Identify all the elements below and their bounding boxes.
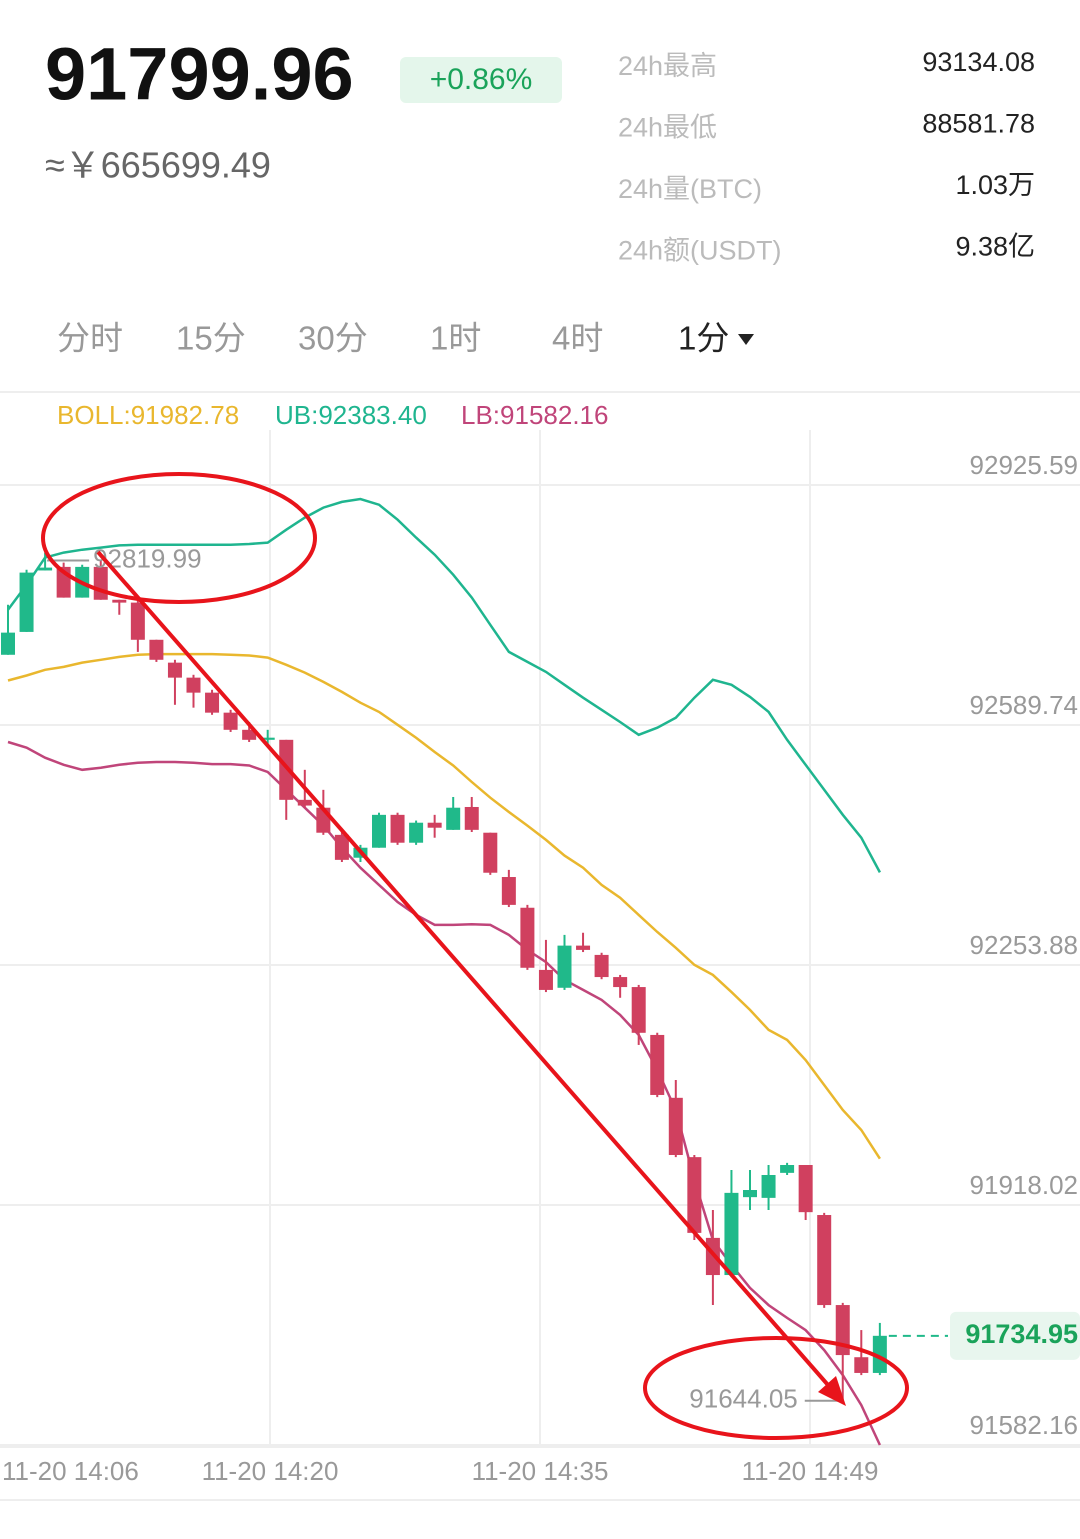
chart: BOLL:91982.78 UB:92383.40 LB:91582.16 92925… <box>0 400 1080 1486</box>
stat-value: 88581.78 <box>922 109 1035 139</box>
candle-body <box>334 834 349 860</box>
candle-body <box>668 1097 683 1155</box>
candle-body <box>38 567 53 571</box>
high-label: 92819.99 <box>93 543 201 573</box>
candle-body <box>576 945 591 950</box>
candle-body <box>372 814 386 848</box>
candle-body <box>112 599 127 603</box>
candle-body <box>631 987 646 1033</box>
cny-price: ≈￥665699.49 <box>45 145 271 186</box>
tab[interactable]: 4时 <box>552 320 603 357</box>
dropdown-icon[interactable] <box>738 334 754 345</box>
stat-label: 24h最低 <box>618 113 717 143</box>
stat-value: 1.03万 <box>955 170 1035 200</box>
legend-entry: BOLL:91982.78 <box>57 400 239 430</box>
tabs: 分时 15分 30分 1时 4时 1分 <box>57 320 729 357</box>
tab[interactable]: 1时 <box>430 320 481 357</box>
y-tick-label: 91582.16 <box>970 1410 1078 1440</box>
candle-body <box>446 807 461 830</box>
tab[interactable]: 分时 <box>57 320 123 357</box>
candle-body <box>594 954 609 978</box>
candle-body <box>167 662 182 678</box>
candle-body <box>205 692 220 713</box>
candle-body <box>427 822 442 828</box>
highlight-circle <box>41 472 317 604</box>
candle-body <box>780 1164 795 1173</box>
candle-body <box>483 832 498 873</box>
candle-body <box>260 737 275 740</box>
change-badge <box>400 57 562 103</box>
candle-body <box>557 945 572 988</box>
band-line <box>6 497 882 873</box>
candle-body <box>872 1335 887 1373</box>
last-price-label: 91734.95 <box>965 1319 1078 1349</box>
x-tick-label: 11-20 14:06 <box>2 1456 139 1486</box>
candle-body <box>501 877 516 905</box>
legend-entry: LB:91582.16 <box>461 400 608 430</box>
stat-label: 24h额(USDT) <box>618 236 782 266</box>
candle-body <box>798 1164 813 1213</box>
low-label: 91644.05 <box>689 1384 797 1414</box>
candle-body <box>186 677 201 693</box>
stat-label: 24h量(BTC) <box>618 174 762 204</box>
candle-body <box>297 799 312 806</box>
legend-entry: UB:92383.40 <box>275 400 427 430</box>
trend-arrow-head <box>818 1376 846 1406</box>
candle-body <box>761 1175 776 1198</box>
candle-body <box>817 1215 832 1306</box>
y-tick-label: 91918.02 <box>970 1170 1078 1200</box>
candle-body <box>464 806 479 830</box>
x-tick-label: 11-20 14:35 <box>472 1456 609 1486</box>
candle-body <box>854 1357 869 1373</box>
y-tick-label: 92589.74 <box>970 690 1078 720</box>
candle-body <box>149 639 164 660</box>
trend-arrow <box>96 550 830 1387</box>
stat-value: 93134.08 <box>922 47 1035 77</box>
candle-body <box>409 822 424 843</box>
stat-label: 24h最高 <box>618 51 717 81</box>
last-price: 91799.96 <box>45 33 354 116</box>
candle-body <box>724 1192 739 1276</box>
tab[interactable]: 30分 <box>298 320 368 357</box>
x-tick-label: 11-20 14:20 <box>202 1456 339 1486</box>
stat-value: 9.38亿 <box>955 232 1035 262</box>
candle-body <box>130 602 145 640</box>
candle-body <box>538 969 553 990</box>
band-line <box>7 652 881 1160</box>
tab[interactable]: 15分 <box>176 320 246 357</box>
candle-body <box>223 712 238 730</box>
tab[interactable]: 1分 <box>678 320 729 357</box>
change: +0.86% <box>430 63 533 96</box>
y-tick-label: 92253.88 <box>970 930 1078 960</box>
candle-body <box>650 1034 665 1095</box>
candle-body <box>613 977 628 988</box>
candle-body <box>19 572 34 632</box>
stats: 24h最高 93134.08 24h最低 88581.78 24h量(BTC) 1.03万… <box>618 47 1035 266</box>
last-price-box <box>950 1311 1080 1360</box>
candle-body <box>242 729 257 740</box>
candle-body <box>687 1157 702 1233</box>
candle-body <box>1 632 15 655</box>
candle-body <box>743 1190 757 1198</box>
candle-body <box>520 907 535 968</box>
y-tick-label: 92925.59 <box>970 450 1078 480</box>
highlight-circle <box>643 1336 909 1440</box>
x-tick-label: 11-20 14:49 <box>742 1456 879 1486</box>
candle-body <box>390 814 405 843</box>
